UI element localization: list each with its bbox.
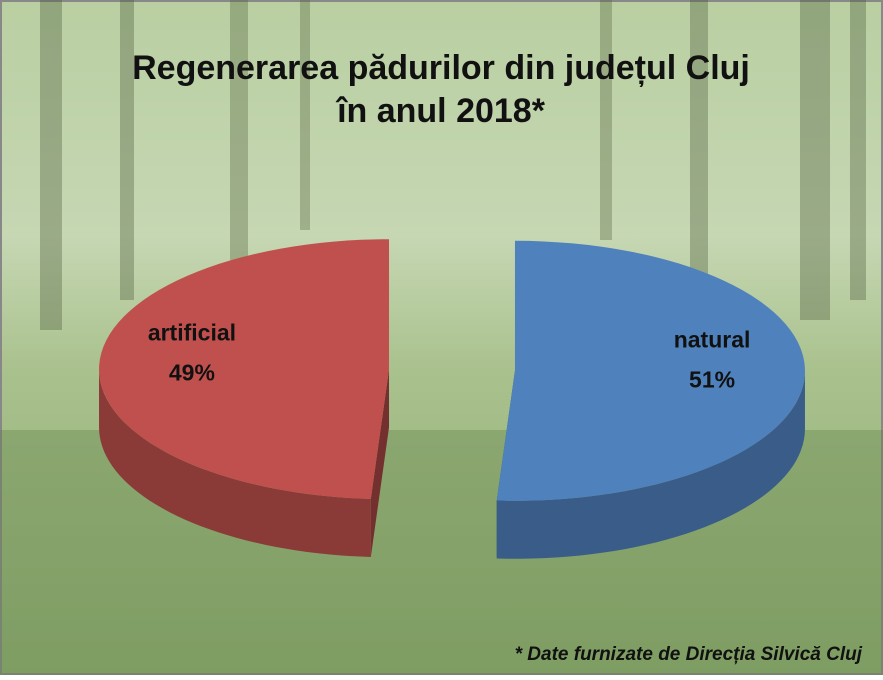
slice-label: natural: [674, 327, 751, 353]
value-label: 51%: [689, 367, 735, 393]
chart: Regenerarea pădurilor din județul Cluj î…: [0, 0, 883, 675]
footnote: * Date furnizate de Direcția Silvică Clu…: [515, 644, 863, 665]
chart-title: în anul 2018*: [335, 92, 546, 130]
value-label: 49%: [169, 360, 215, 386]
slice-label: artificial: [148, 320, 236, 346]
chart-title: Regenerarea pădurilor din județul Cluj: [132, 49, 750, 87]
